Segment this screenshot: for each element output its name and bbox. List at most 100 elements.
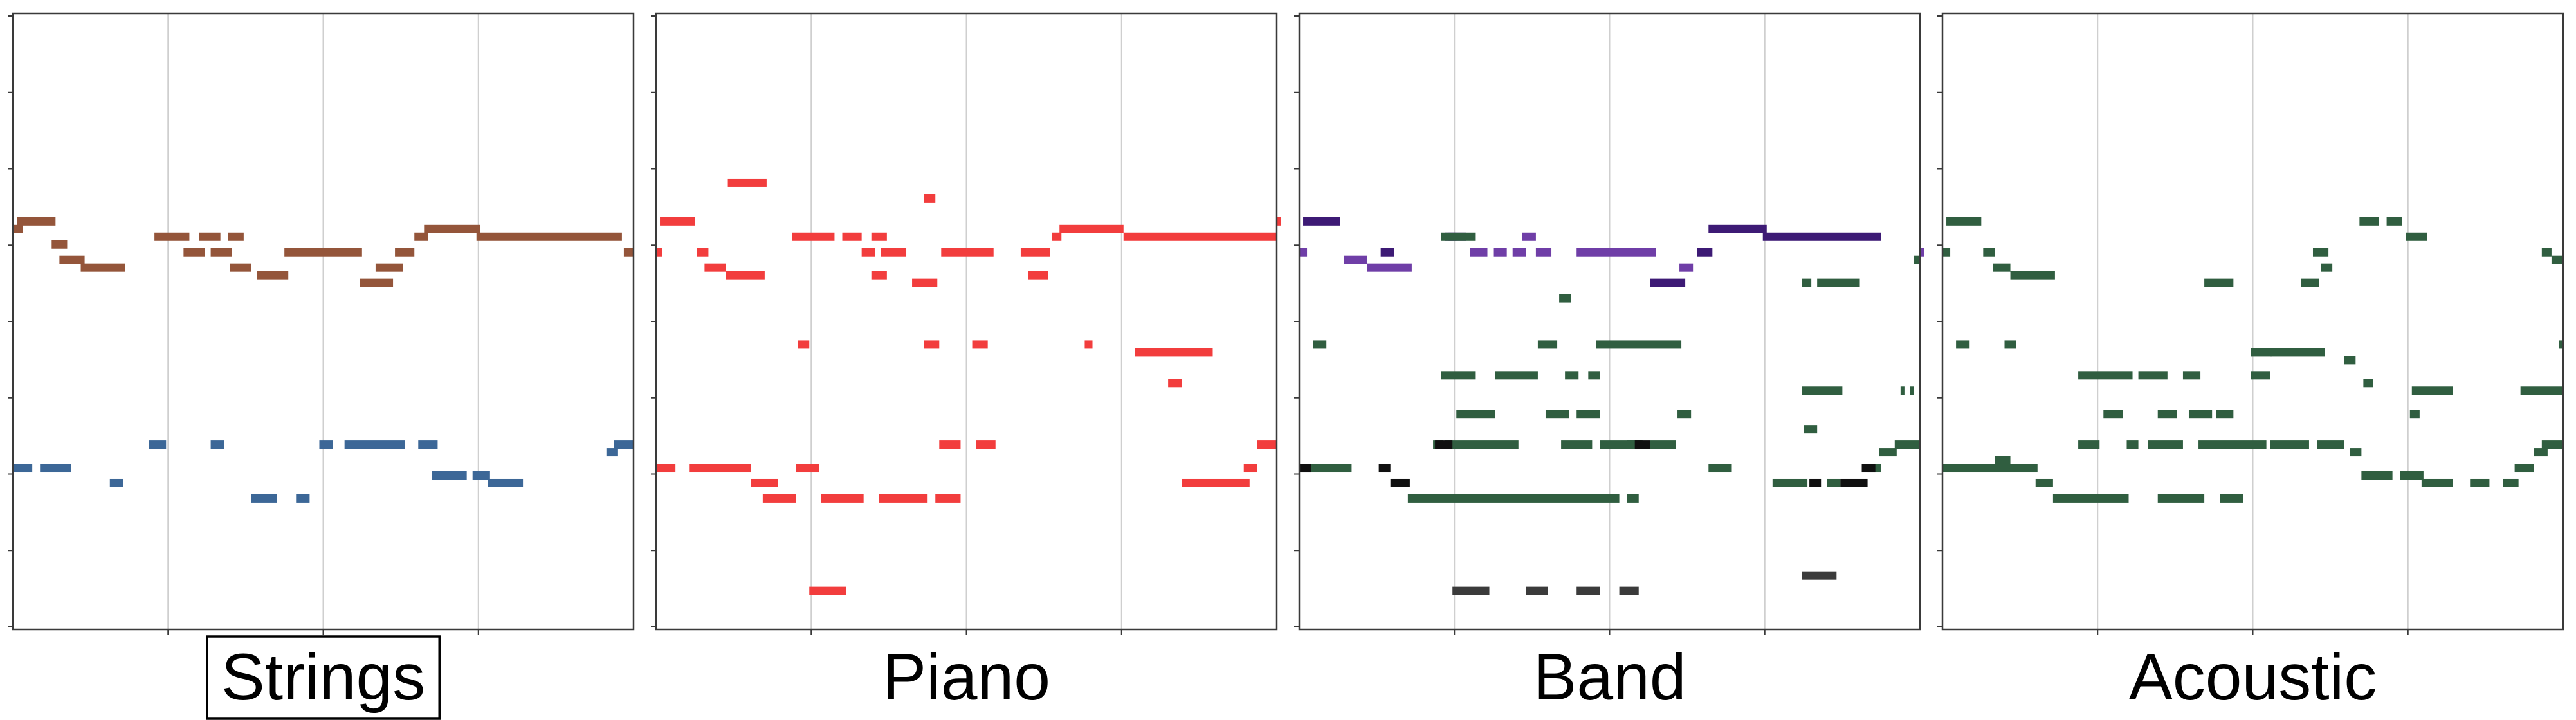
note xyxy=(2541,440,2563,449)
note xyxy=(821,494,864,503)
note xyxy=(230,263,251,272)
note xyxy=(1920,248,1924,256)
note xyxy=(1910,386,1914,395)
note xyxy=(697,248,709,256)
note xyxy=(1512,248,1526,256)
note xyxy=(1576,586,1600,595)
note xyxy=(2411,386,2453,395)
note xyxy=(2148,440,2183,449)
note xyxy=(1576,248,1656,256)
note xyxy=(51,240,68,249)
note xyxy=(2078,371,2133,380)
note xyxy=(1942,464,2038,473)
note xyxy=(1456,410,1495,419)
note xyxy=(2157,410,2177,419)
note xyxy=(1303,217,1340,226)
note xyxy=(2559,340,2563,349)
note xyxy=(2251,371,2270,380)
note xyxy=(1993,263,2011,272)
note xyxy=(1809,478,1822,487)
note xyxy=(2421,478,2453,487)
note xyxy=(375,263,403,272)
panel-caption: Acoustic xyxy=(2129,640,2377,714)
note xyxy=(1956,340,1970,349)
note xyxy=(1168,379,1182,388)
note xyxy=(2406,232,2427,241)
pianoroll-panel-acoustic: Acoustic xyxy=(1937,12,2564,714)
note xyxy=(284,248,362,256)
note xyxy=(1697,248,1713,256)
note xyxy=(472,471,490,480)
note xyxy=(2138,371,2168,380)
note xyxy=(1407,494,1620,503)
note xyxy=(1243,464,1257,473)
note xyxy=(2344,356,2356,364)
note xyxy=(1827,478,1841,487)
note xyxy=(2301,278,2319,287)
note xyxy=(2350,448,2362,457)
caption-highlight-box xyxy=(206,635,441,720)
note xyxy=(2103,410,2123,419)
note xyxy=(1059,224,1124,233)
note xyxy=(2361,471,2393,480)
track-4 xyxy=(1452,571,1837,595)
note xyxy=(796,464,819,473)
note xyxy=(1344,255,1367,264)
note xyxy=(972,340,988,349)
note xyxy=(360,278,394,287)
note xyxy=(2157,494,2205,503)
note xyxy=(842,232,862,241)
note xyxy=(40,464,71,473)
note xyxy=(1634,440,1650,449)
note xyxy=(1565,371,1579,380)
note xyxy=(1983,248,1995,256)
note xyxy=(1588,371,1600,380)
note xyxy=(1537,340,1558,349)
note xyxy=(183,248,205,256)
track-0 xyxy=(656,178,1281,595)
track-1 xyxy=(13,440,634,503)
note xyxy=(319,440,333,449)
note xyxy=(2534,448,2548,457)
note xyxy=(2270,440,2309,449)
note xyxy=(939,440,961,449)
note xyxy=(924,340,940,349)
note xyxy=(704,263,726,272)
note xyxy=(1840,478,1868,487)
note xyxy=(941,248,994,256)
note xyxy=(656,464,676,473)
note xyxy=(2220,494,2243,503)
note xyxy=(476,232,622,241)
note xyxy=(2359,217,2379,226)
note xyxy=(792,232,835,241)
note xyxy=(1894,440,1920,449)
note xyxy=(1559,294,1571,303)
note xyxy=(424,224,480,233)
note xyxy=(1879,448,1897,457)
note xyxy=(1772,478,1808,487)
note xyxy=(2386,217,2402,226)
note xyxy=(210,440,224,449)
note xyxy=(1445,440,1519,449)
note xyxy=(1804,425,1818,434)
note xyxy=(1561,440,1593,449)
panel-caption: Piano xyxy=(882,640,1050,714)
note xyxy=(2409,410,2420,419)
note xyxy=(109,478,123,487)
note xyxy=(727,178,767,187)
note xyxy=(1182,478,1250,487)
note xyxy=(210,248,232,256)
note xyxy=(2551,255,2563,264)
note xyxy=(2317,440,2344,449)
track-0 xyxy=(1942,217,2563,503)
note xyxy=(726,271,765,280)
note xyxy=(912,278,938,287)
note xyxy=(861,248,875,256)
note xyxy=(1493,248,1507,256)
note xyxy=(1576,410,1600,419)
note xyxy=(1135,348,1213,357)
note xyxy=(1378,464,1391,473)
note xyxy=(1367,263,1412,272)
note xyxy=(418,440,438,449)
note xyxy=(871,271,887,280)
